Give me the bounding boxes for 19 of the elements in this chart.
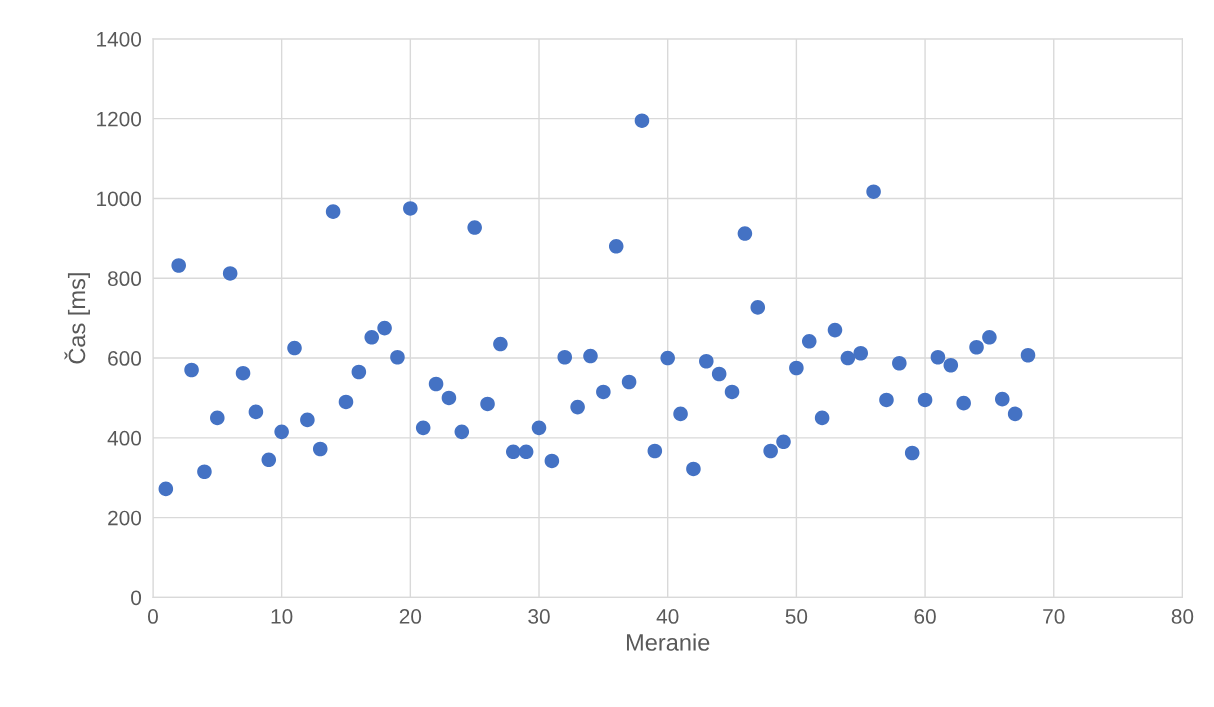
y-axis-title: Čas [ms] — [64, 273, 90, 364]
x-tick-label: 20 — [399, 609, 422, 624]
y-tick-label: 1200 — [97, 111, 142, 127]
y-tick-label: 1000 — [97, 191, 142, 207]
y-tick-label: 200 — [108, 510, 142, 526]
x-tick-label: 60 — [914, 609, 936, 624]
x-tick-label: 0 — [147, 609, 158, 624]
x-tick-label: 50 — [785, 609, 808, 624]
x-tick-label: 70 — [1043, 609, 1065, 624]
x-tick-label: 30 — [528, 609, 550, 624]
y-tick-label: 1400 — [97, 31, 142, 47]
y-tick-label: 0 — [131, 590, 142, 606]
x-tick-label: 40 — [656, 609, 679, 624]
y-tick-label: 800 — [108, 271, 142, 287]
y-tick-label: 600 — [108, 351, 142, 366]
x-axis-title: Meranie — [626, 633, 710, 651]
y-tick-label: 400 — [107, 430, 142, 446]
x-tick-label: 80 — [1171, 609, 1194, 624]
x-tick-label: 10 — [271, 609, 293, 624]
